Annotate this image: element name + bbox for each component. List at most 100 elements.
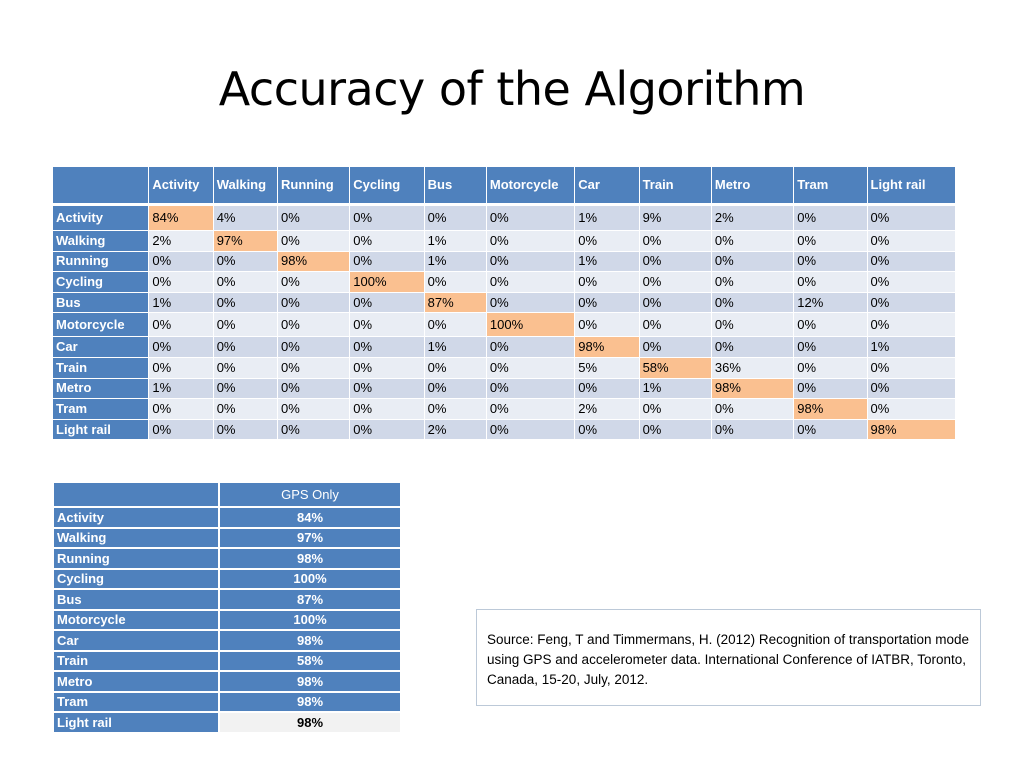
matrix-diagonal-cell: 98% (574, 336, 640, 358)
gps-row-value: 98% (218, 670, 402, 693)
slide-title: Accuracy of the Algorithm (218, 62, 806, 116)
matrix-cell: 0% (485, 204, 576, 231)
matrix-cell: 0% (148, 250, 214, 273)
matrix-cell: 1% (638, 377, 712, 400)
matrix-cell: 0% (276, 230, 351, 252)
matrix-cell: 0% (793, 336, 868, 358)
matrix-cell: 1% (148, 377, 214, 400)
matrix-row: Train 0% 0% 0% 0% 0% 0% 5% 58% 36% 0% 0% (51, 356, 957, 379)
matrix-cell: 0% (212, 418, 278, 441)
matrix-column-header: Running (276, 166, 351, 206)
matrix-column-header: Walking (212, 166, 278, 206)
matrix-cell: 0% (276, 312, 351, 338)
matrix-cell: 1% (574, 250, 640, 273)
gps-row: Light rail 98% (52, 711, 402, 734)
matrix-cell: 0% (793, 356, 868, 379)
matrix-cell: 0% (276, 356, 351, 379)
matrix-cell: 0% (574, 291, 640, 314)
confusion-matrix-table: Activity Walking Running Cycling Bus Motorcyc… (51, 166, 957, 441)
matrix-cell: 0% (349, 312, 425, 338)
matrix-cell: 0% (212, 250, 278, 273)
matrix-cell: 0% (276, 291, 351, 314)
matrix-cell: 0% (148, 312, 214, 338)
matrix-column-header: Tram (793, 166, 868, 206)
gps-row-label: Running (52, 547, 220, 570)
matrix-column-header: Car (574, 166, 640, 206)
matrix-cell: 0% (423, 356, 487, 379)
matrix-column-header: Train (638, 166, 712, 206)
gps-row-label: Motorcycle (52, 608, 220, 631)
matrix-cell: 2% (710, 204, 795, 231)
matrix-cell: 0% (485, 271, 576, 293)
matrix-cell: 0% (485, 250, 576, 273)
matrix-cell: 0% (349, 356, 425, 379)
matrix-diagonal-cell: 97% (212, 230, 278, 252)
matrix-cell: 0% (574, 230, 640, 252)
matrix-cell: 0% (574, 271, 640, 293)
matrix-cell: 0% (710, 312, 795, 338)
matrix-cell: 0% (276, 271, 351, 293)
matrix-cell: 0% (574, 377, 640, 400)
matrix-cell: 0% (638, 312, 712, 338)
matrix-column-header: Activity (148, 166, 214, 206)
matrix-cell: 0% (574, 418, 640, 441)
matrix-row: Running 0% 0% 98% 0% 1% 0% 1% 0% 0% 0% 0% (51, 250, 957, 273)
matrix-row-header: Tram (51, 398, 150, 420)
matrix-cell: 0% (349, 398, 425, 420)
matrix-cell: 0% (710, 336, 795, 358)
matrix-cell: 0% (793, 418, 868, 441)
matrix-cell: 0% (148, 271, 214, 293)
matrix-cell: 9% (638, 204, 712, 231)
matrix-cell: 0% (866, 230, 957, 252)
matrix-cell: 0% (212, 312, 278, 338)
matrix-cell: 0% (793, 204, 868, 231)
matrix-column-header: Bus (423, 166, 487, 206)
matrix-cell: 0% (212, 271, 278, 293)
matrix-cell: 1% (423, 336, 487, 358)
gps-row: Tram 98% (52, 690, 402, 713)
matrix-cell: 0% (638, 271, 712, 293)
matrix-cell: 0% (349, 418, 425, 441)
matrix-row: Bus 1% 0% 0% 0% 87% 0% 0% 0% 0% 12% 0% (51, 291, 957, 314)
gps-row-value: 100% (218, 608, 402, 631)
matrix-diagonal-cell: 98% (866, 418, 957, 441)
matrix-diagonal-cell: 98% (276, 250, 351, 273)
matrix-cell: 0% (276, 418, 351, 441)
matrix-cell: 0% (866, 271, 957, 293)
matrix-cell: 0% (423, 271, 487, 293)
matrix-row: Cycling 0% 0% 0% 100% 0% 0% 0% 0% 0% 0% 0% (51, 271, 957, 293)
matrix-cell: 0% (349, 377, 425, 400)
matrix-row-header: Light rail (51, 418, 150, 441)
gps-row-value: 58% (218, 649, 402, 672)
matrix-cell: 0% (793, 377, 868, 400)
gps-row: Train 58% (52, 649, 402, 672)
matrix-cell: 0% (276, 398, 351, 420)
gps-row: Activity 84% (52, 506, 402, 529)
gps-row-label: Walking (52, 526, 220, 549)
matrix-cell: 0% (485, 230, 576, 252)
matrix-cell: 0% (212, 336, 278, 358)
matrix-cell: 0% (866, 291, 957, 314)
matrix-cell: 0% (866, 356, 957, 379)
matrix-diagonal-cell: 98% (710, 377, 795, 400)
matrix-column-header: Motorcycle (485, 166, 576, 206)
matrix-cell: 0% (793, 250, 868, 273)
gps-row-label: Metro (52, 670, 220, 693)
matrix-cell: 0% (276, 377, 351, 400)
matrix-cell: 0% (638, 336, 712, 358)
matrix-cell: 0% (349, 291, 425, 314)
matrix-cell: 0% (638, 291, 712, 314)
matrix-cell: 4% (212, 204, 278, 231)
matrix-diagonal-cell: 100% (349, 271, 425, 293)
matrix-row: Car 0% 0% 0% 0% 1% 0% 98% 0% 0% 0% 1% (51, 336, 957, 358)
matrix-cell: 0% (148, 418, 214, 441)
matrix-row-header: Bus (51, 291, 150, 314)
matrix-row-header: Running (51, 250, 150, 273)
gps-row-value: 100% (218, 567, 402, 590)
matrix-cell: 0% (148, 398, 214, 420)
matrix-cell: 0% (349, 336, 425, 358)
gps-row: Car 98% (52, 629, 402, 652)
matrix-cell: 0% (485, 336, 576, 358)
gps-row-value: 87% (218, 588, 402, 611)
gps-row-label: Car (52, 629, 220, 652)
